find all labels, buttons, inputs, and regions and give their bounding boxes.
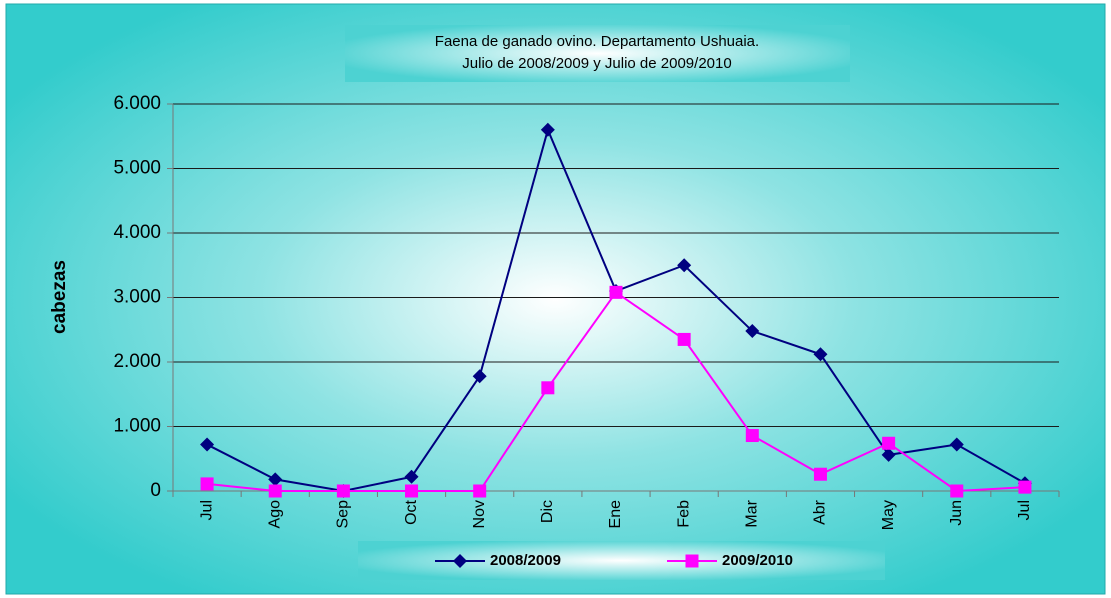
x-tick-label: Jul <box>198 500 215 520</box>
y-axis-label: cabezas <box>49 260 70 334</box>
x-tick-label: May <box>880 500 897 530</box>
y-tick-label: 0 <box>150 480 161 501</box>
data-point <box>813 467 827 481</box>
data-point <box>813 347 828 362</box>
legend-marker <box>685 554 699 568</box>
x-tick-label: Ene <box>607 500 624 529</box>
y-tick-label: 4.000 <box>113 222 161 243</box>
y-tick-label: 2.000 <box>113 351 161 372</box>
data-point <box>200 477 214 491</box>
x-tick-label: Sep <box>335 500 352 529</box>
x-tick-label: Jun <box>948 500 965 526</box>
data-point <box>950 484 964 498</box>
data-point <box>1018 480 1032 494</box>
title-box <box>345 25 850 82</box>
data-point <box>472 369 487 384</box>
data-point <box>881 447 896 462</box>
x-tick-label: Mar <box>744 499 761 527</box>
x-tick-label: Ago <box>266 500 283 529</box>
data-point <box>268 472 283 487</box>
y-tick-label: 5.000 <box>113 158 161 179</box>
data-point <box>882 436 896 450</box>
data-point <box>473 484 487 498</box>
x-tick-label: Oct <box>403 499 420 524</box>
x-tick-label: Nov <box>471 500 488 528</box>
x-tick-label: Feb <box>675 500 692 528</box>
x-tick-label: Abr <box>812 499 829 525</box>
data-point <box>541 381 555 395</box>
data-point <box>677 258 692 273</box>
y-tick-label: 6.000 <box>113 93 161 114</box>
chart-background <box>5 3 1106 595</box>
x-tick-label: Jul <box>1016 500 1033 520</box>
data-point <box>268 484 282 498</box>
y-tick-label: 3.000 <box>113 287 161 308</box>
legend-label: 2008/2009 <box>490 552 561 569</box>
legend-marker <box>453 554 467 568</box>
data-point <box>336 484 350 498</box>
data-point <box>404 469 419 484</box>
chart-title: Faena de ganado ovino. Departamento Ushu… <box>435 33 759 50</box>
data-point <box>405 484 419 498</box>
data-point <box>677 332 691 346</box>
legend-label: 2009/2010 <box>722 552 793 569</box>
x-tick-label: Dic <box>539 500 556 523</box>
data-point <box>540 122 555 137</box>
y-tick-label: 1.000 <box>113 416 161 437</box>
data-point <box>609 285 623 299</box>
chart-title: Julio de 2008/2009 y Julio de 2009/2010 <box>462 55 731 72</box>
data-point <box>745 429 759 443</box>
data-point <box>200 437 215 452</box>
data-point <box>949 437 964 452</box>
data-point <box>745 324 760 339</box>
